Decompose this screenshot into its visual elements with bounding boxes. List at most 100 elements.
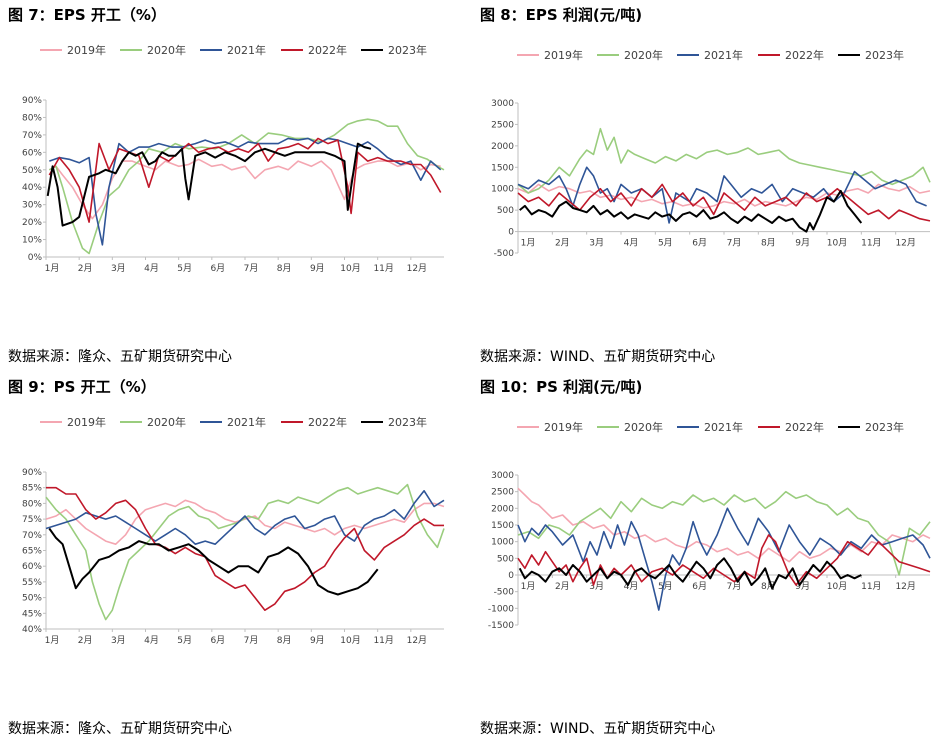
x-tick-label: 8月 — [277, 635, 292, 646]
y-tick-label: 2500 — [491, 488, 514, 498]
x-tick-label: 7月 — [244, 263, 259, 274]
y-tick-label: 500 — [497, 554, 514, 564]
figure-ps-profit: 图 10：PS 利润(元/吨) -1500 -1000 -500 0 500 1000 15… — [472, 372, 941, 744]
line-chart: 0% 10% 20% 30% 40% 50% 60% 70% 80% 90% 1月 2月 3月 4月 5月 6… — [22, 43, 445, 274]
y-tick-label: -1500 — [488, 621, 514, 631]
x-tick-label: 7月 — [244, 635, 259, 646]
y-tick-label: 30% — [22, 201, 42, 211]
series-line — [48, 118, 445, 255]
x-tick-label: 12月 — [895, 581, 915, 592]
x-tick-label: 6月 — [210, 263, 225, 274]
y-tick-label: 2500 — [491, 120, 514, 130]
x-tick-label: 8月 — [761, 581, 776, 592]
legend-label: 2020年 — [624, 48, 663, 62]
x-tick-label: 6月 — [692, 238, 707, 249]
x-tick-label: 11月 — [373, 263, 393, 274]
legend-label: 2023年 — [388, 43, 427, 57]
legend-label: 2022年 — [785, 48, 824, 62]
source-note: 数据来源：隆众、五矿期货研究中心 — [8, 721, 232, 737]
legend-label: 2022年 — [308, 43, 347, 57]
x-tick-label: 10月 — [340, 263, 360, 274]
y-tick-label: 500 — [497, 206, 514, 216]
y-tick-label: 65% — [22, 547, 42, 557]
x-tick-label: 11月 — [861, 238, 881, 249]
x-tick-label: 2月 — [555, 238, 570, 249]
x-tick-label: 2月 — [555, 581, 570, 592]
figure-title: 图 8：EPS 利润(元/吨) — [480, 6, 643, 24]
series-line — [517, 183, 931, 222]
x-tick-label: 1月 — [521, 238, 536, 249]
x-tick-label: 11月 — [373, 635, 393, 646]
figure-title: 图 7：EPS 开工（%） — [8, 6, 166, 24]
x-tick-label: 7月 — [727, 581, 742, 592]
figure-eps-profit: 图 8：EPS 利润(元/吨) -500 0 500 1000 1500 2000 2500… — [472, 0, 941, 372]
x-tick-label: 7月 — [727, 238, 742, 249]
y-tick-label: 1000 — [491, 538, 514, 548]
series-line — [48, 137, 442, 223]
x-tick-label: 9月 — [310, 263, 325, 274]
legend-label: 2022年 — [308, 415, 347, 429]
x-tick-label: 9月 — [795, 238, 810, 249]
x-tick-label: 5月 — [658, 238, 673, 249]
y-tick-label: 3000 — [491, 99, 514, 109]
x-tick-label: 12月 — [895, 238, 915, 249]
x-tick-label: 5月 — [177, 263, 192, 274]
y-tick-label: 2000 — [491, 142, 514, 152]
series-line — [517, 166, 927, 224]
figure-title: 图 9：PS 开工（%） — [8, 378, 156, 396]
y-tick-label: -500 — [494, 588, 515, 598]
series-line — [45, 483, 445, 621]
x-tick-label: 4月 — [144, 263, 159, 274]
x-tick-label: 4月 — [144, 635, 159, 646]
y-tick-label: 20% — [22, 218, 42, 228]
figure-title: 图 10：PS 利润(元/吨) — [480, 378, 643, 396]
y-tick-label: 90% — [22, 96, 42, 106]
y-tick-label: -500 — [494, 249, 515, 259]
series-line — [517, 183, 931, 209]
legend-label: 2021年 — [704, 420, 743, 434]
legend-label: 2021年 — [227, 415, 266, 429]
x-tick-label: 4月 — [624, 238, 639, 249]
y-tick-label: 0 — [508, 571, 514, 581]
y-tick-label: 1500 — [491, 163, 514, 173]
x-tick-label: 12月 — [407, 263, 427, 274]
y-tick-label: 75% — [22, 515, 42, 525]
x-tick-label: 8月 — [761, 238, 776, 249]
y-tick-label: 1500 — [491, 521, 514, 531]
x-tick-label: 1月 — [45, 635, 60, 646]
legend-label: 2019年 — [544, 420, 583, 434]
x-tick-label: 2月 — [78, 263, 93, 274]
x-tick-label: 3月 — [111, 263, 126, 274]
x-tick-label: 10月 — [827, 238, 847, 249]
legend-label: 2021年 — [704, 48, 743, 62]
line-chart: 40% 45% 50% 55% 60% 65% 70% 75% 80% 85% 90% 1月 2月 3月 4… — [22, 415, 445, 646]
y-tick-label: 90% — [22, 468, 42, 478]
y-tick-label: 70% — [22, 131, 42, 141]
x-tick-label: 12月 — [407, 635, 427, 646]
y-tick-label: 45% — [22, 609, 42, 619]
source-note: 数据来源：隆众、五矿期货研究中心 — [8, 349, 232, 365]
y-tick-label: 3000 — [491, 471, 514, 481]
x-tick-label: 9月 — [310, 635, 325, 646]
y-tick-label: 0% — [28, 253, 43, 263]
legend-label: 2020年 — [624, 420, 663, 434]
y-tick-label: -1000 — [488, 604, 514, 614]
legend-label: 2019年 — [67, 415, 106, 429]
series-line — [49, 137, 442, 246]
legend-label: 2023年 — [865, 48, 904, 62]
y-tick-label: 60% — [22, 148, 42, 158]
x-tick-label: 10月 — [340, 635, 360, 646]
x-tick-label: 5月 — [658, 581, 673, 592]
series-line — [519, 189, 863, 233]
series-line — [517, 534, 931, 586]
x-tick-label: 5月 — [177, 635, 192, 646]
x-tick-label: 10月 — [827, 581, 847, 592]
y-tick-label: 40% — [22, 625, 42, 635]
y-tick-label: 0 — [508, 228, 514, 238]
series-line — [517, 487, 931, 563]
x-tick-label: 3月 — [589, 581, 604, 592]
series-line — [517, 507, 931, 611]
legend-label: 2019年 — [67, 43, 106, 57]
x-tick-label: 3月 — [111, 635, 126, 646]
legend-label: 2020年 — [147, 43, 186, 57]
